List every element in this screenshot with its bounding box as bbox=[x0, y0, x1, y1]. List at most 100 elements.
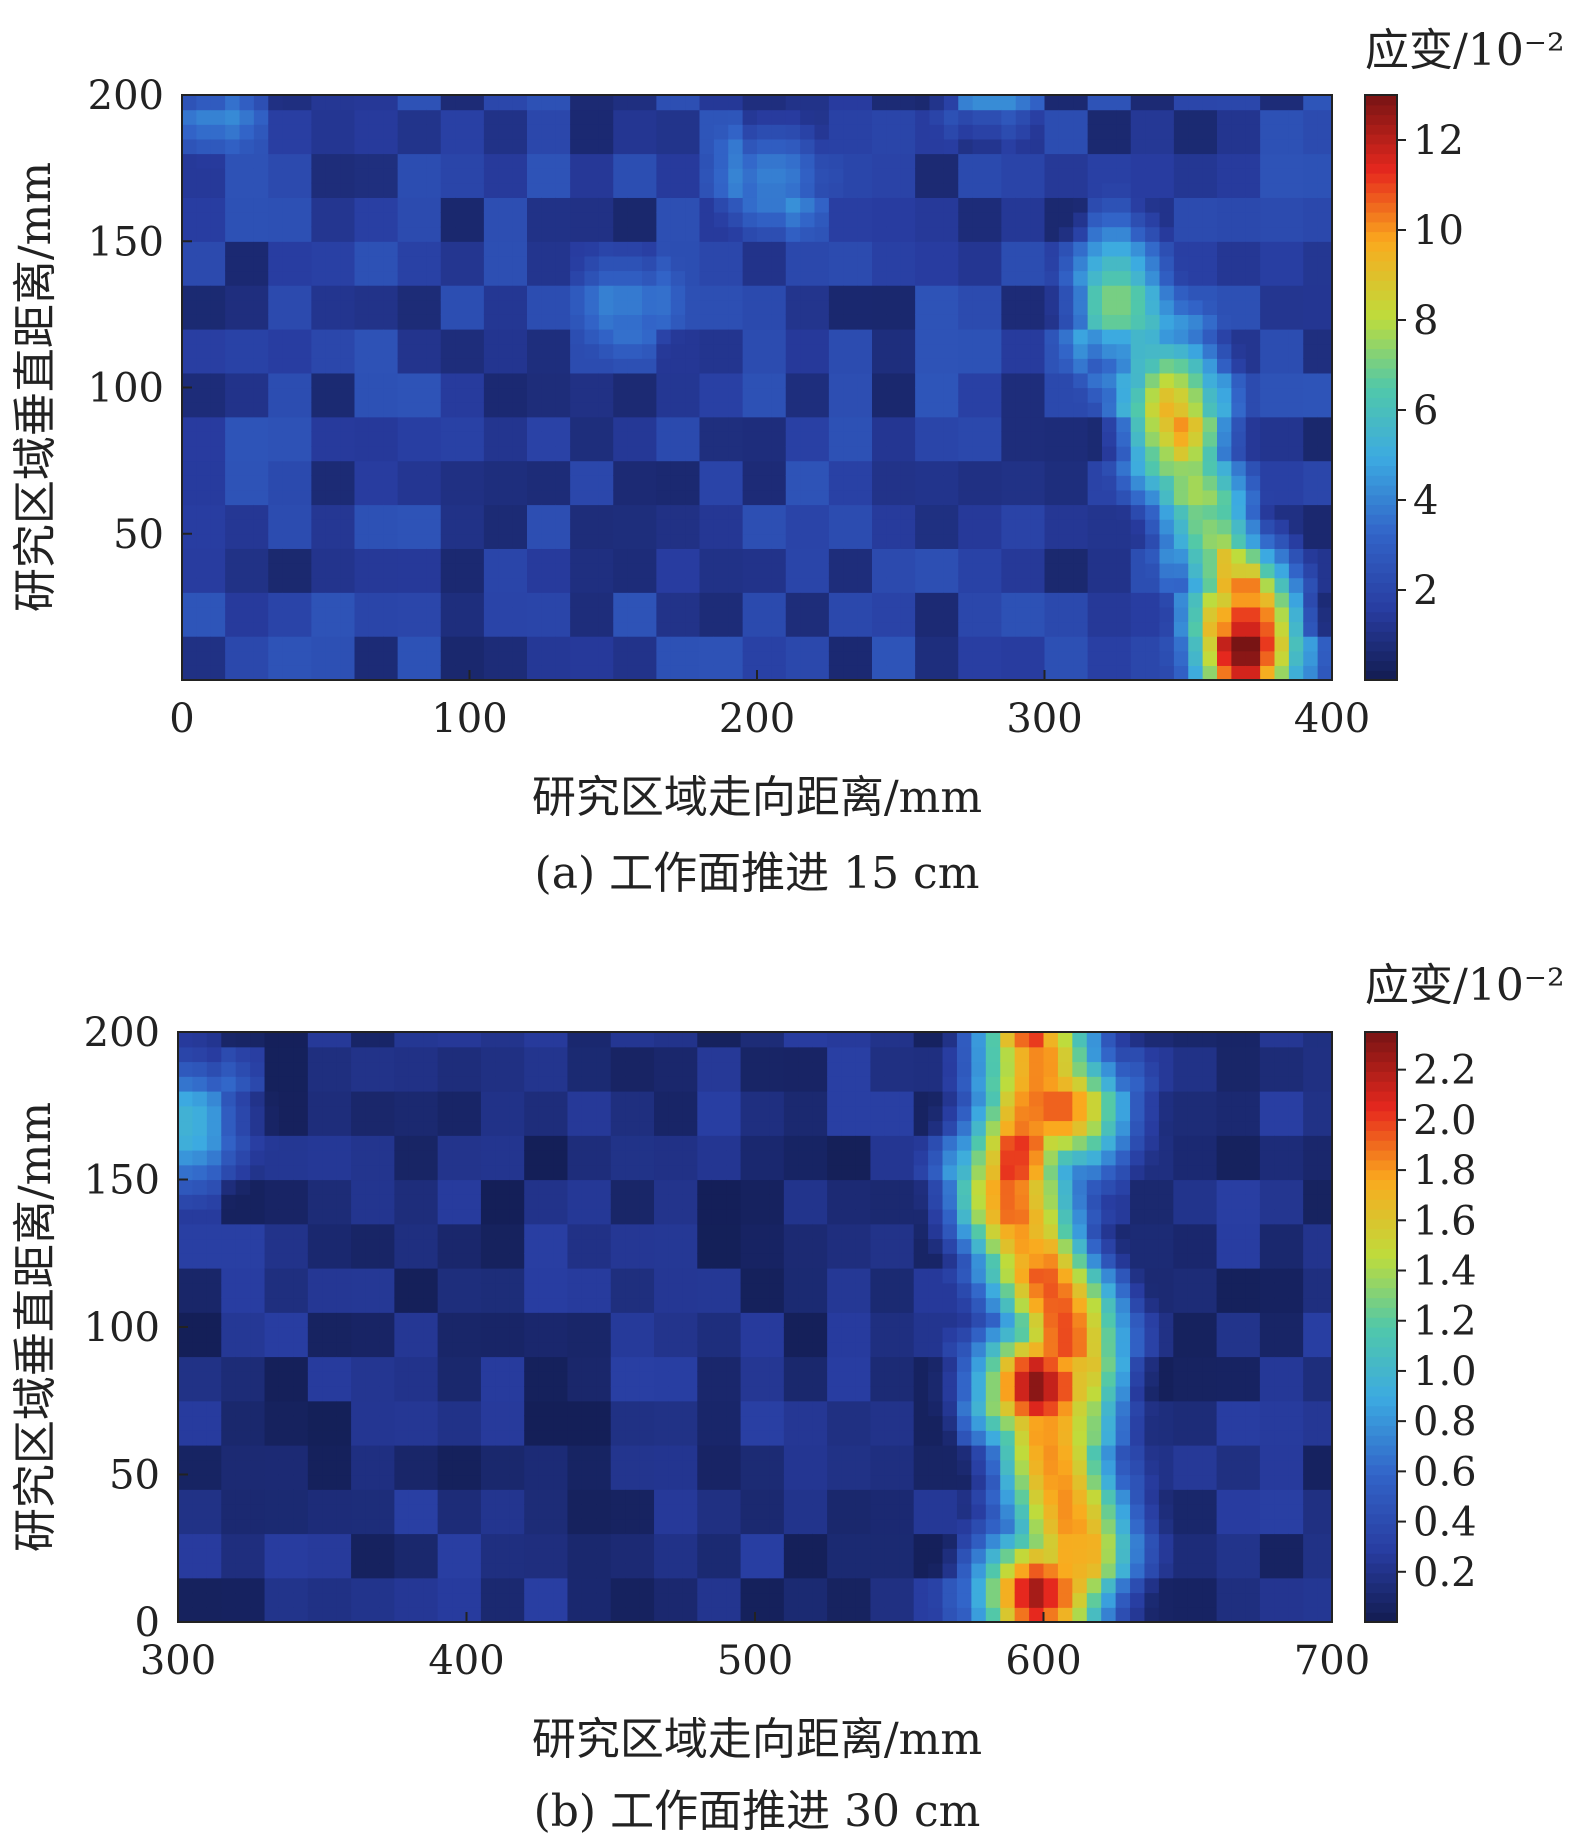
heatmap-cell bbox=[481, 1106, 496, 1121]
heatmap-cell bbox=[527, 622, 542, 637]
heatmap-cell bbox=[1260, 227, 1275, 242]
heatmap-cell bbox=[268, 402, 283, 417]
heatmap-cell bbox=[1275, 314, 1290, 329]
heatmap-cell bbox=[541, 475, 556, 490]
heatmap-cell bbox=[308, 1150, 323, 1165]
heatmap-cell bbox=[1116, 475, 1131, 490]
heatmap-cell bbox=[570, 183, 585, 198]
heatmap-cell bbox=[510, 1548, 525, 1563]
heatmap-cell bbox=[394, 1371, 409, 1386]
heatmap-cell bbox=[697, 1534, 712, 1549]
heatmap-cell bbox=[495, 1519, 510, 1534]
heatmap-cell bbox=[726, 1106, 741, 1121]
heatmap-cell bbox=[1231, 563, 1246, 578]
heatmap-cell bbox=[697, 1209, 712, 1224]
heatmap-cell bbox=[1145, 446, 1160, 461]
heatmap-cell bbox=[1073, 505, 1088, 520]
heatmap-cell bbox=[1303, 475, 1318, 490]
heatmap-cell bbox=[915, 475, 930, 490]
heatmap-cell bbox=[250, 1416, 265, 1431]
heatmap-cell bbox=[714, 212, 729, 227]
heatmap-cell bbox=[1030, 490, 1045, 505]
heatmap-cell bbox=[726, 1534, 741, 1549]
heatmap-cell bbox=[757, 154, 772, 169]
heatmap-cell bbox=[1016, 256, 1031, 271]
heatmap-cell bbox=[743, 139, 758, 154]
heatmap-cell bbox=[599, 607, 614, 622]
heatmap-cell bbox=[337, 1593, 352, 1608]
heatmap-cell bbox=[668, 1047, 683, 1062]
heatmap-cell bbox=[510, 1386, 525, 1401]
heatmap-cell bbox=[712, 1062, 727, 1077]
heatmap-cell bbox=[322, 1607, 337, 1622]
heatmap-cell bbox=[771, 417, 786, 432]
heatmap-cell bbox=[570, 519, 585, 534]
heatmap-cell bbox=[398, 592, 413, 607]
heatmap-cell bbox=[1246, 329, 1261, 344]
heatmap-cell bbox=[539, 1401, 554, 1416]
heatmap-cell bbox=[1116, 665, 1131, 680]
heatmap-cell bbox=[700, 95, 715, 110]
heatmap-cell bbox=[973, 358, 988, 373]
heatmap-cell bbox=[930, 344, 945, 359]
heatmap-cell bbox=[683, 1401, 698, 1416]
heatmap-cell bbox=[769, 1076, 784, 1091]
heatmap-cell bbox=[769, 1504, 784, 1519]
heatmap-cell bbox=[628, 578, 643, 593]
heatmap-cell bbox=[311, 329, 326, 344]
heatmap-cell bbox=[484, 665, 499, 680]
heatmap-cell bbox=[311, 344, 326, 359]
heatmap-cell bbox=[668, 1430, 683, 1445]
heatmap-cell bbox=[611, 1504, 626, 1519]
heatmap-cell bbox=[207, 1386, 222, 1401]
heatmap-cell bbox=[182, 95, 197, 110]
heatmap-cell bbox=[1160, 402, 1175, 417]
heatmap-cell bbox=[1303, 446, 1318, 461]
heatmap-cell bbox=[642, 358, 657, 373]
heatmap-cell bbox=[1217, 256, 1232, 271]
heatmap-cell bbox=[757, 300, 772, 315]
heatmap-cell bbox=[409, 1460, 424, 1475]
heatmap-cell bbox=[293, 1416, 308, 1431]
heatmap-cell bbox=[250, 1475, 265, 1490]
heatmap-cell bbox=[182, 578, 197, 593]
heatmap-cell bbox=[585, 124, 600, 139]
heatmap-cell bbox=[192, 1047, 207, 1062]
heatmap-cell bbox=[1246, 227, 1261, 242]
heatmap-cell bbox=[484, 285, 499, 300]
heatmap-cell bbox=[380, 1386, 395, 1401]
heatmap-cell bbox=[495, 1593, 510, 1608]
heatmap-cell bbox=[380, 1150, 395, 1165]
heatmap-cell bbox=[1188, 212, 1203, 227]
heatmap-cell bbox=[524, 1519, 539, 1534]
heatmap-cell bbox=[728, 329, 743, 344]
heatmap-cell bbox=[1318, 534, 1333, 549]
heatmap-cell bbox=[728, 665, 743, 680]
heatmap-cell bbox=[611, 1224, 626, 1239]
heatmap-cell bbox=[366, 1401, 381, 1416]
heatmap-cell bbox=[728, 139, 743, 154]
heatmap-cell bbox=[1073, 563, 1088, 578]
heatmap-cell bbox=[423, 1253, 438, 1268]
heatmap-cell bbox=[1116, 227, 1131, 242]
heatmap-cell bbox=[495, 1076, 510, 1091]
heatmap-cell bbox=[1073, 665, 1088, 680]
heatmap-cell bbox=[668, 1416, 683, 1431]
heatmap-cell bbox=[1045, 622, 1060, 637]
heatmap-cell bbox=[1001, 124, 1016, 139]
heatmap-cell bbox=[1102, 490, 1117, 505]
heatmap-cell bbox=[1001, 548, 1016, 563]
heatmap-cell bbox=[640, 1460, 655, 1475]
heatmap-cell bbox=[973, 607, 988, 622]
heatmap-cell bbox=[930, 431, 945, 446]
heatmap-cell bbox=[930, 271, 945, 286]
heatmap-cell bbox=[380, 1253, 395, 1268]
heatmap-cell bbox=[755, 1091, 770, 1106]
heatmap-cell bbox=[524, 1563, 539, 1578]
heatmap-cell bbox=[755, 1047, 770, 1062]
heatmap-cell bbox=[1188, 314, 1203, 329]
heatmap-cell bbox=[640, 1194, 655, 1209]
heatmap-cell bbox=[541, 212, 556, 227]
heatmap-cell bbox=[441, 197, 456, 212]
